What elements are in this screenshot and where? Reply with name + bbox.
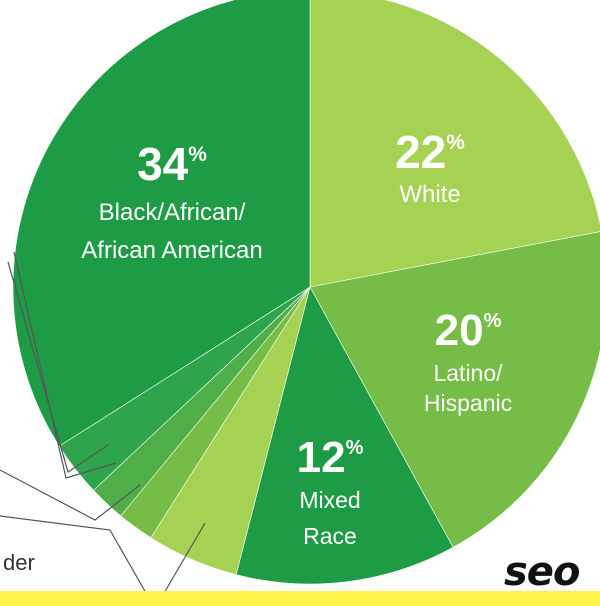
pie-slices — [12, 0, 600, 585]
highlight-bar — [0, 591, 600, 606]
slice-label-latino-line-1: Latino/ — [433, 360, 503, 386]
slice-percent-black: 34% — [137, 138, 207, 190]
leader-lines — [0, 251, 206, 601]
leader-line-small-1 — [7, 261, 109, 473]
slice-label-black-line-2: African American — [81, 237, 262, 264]
slice-labels: 22% White 20% Latino/Hispanic 12% Mixed Race 34… — [81, 126, 512, 549]
pie-slice-white — [309, 0, 600, 288]
leader-line-side — [0, 515, 151, 601]
slice-percent-latino: 20% — [435, 306, 502, 355]
leader-line-small-2 — [13, 251, 117, 479]
slice-label-black-line-1: Black/African/ — [99, 199, 246, 226]
pie-slice-latino — [309, 231, 600, 548]
pie-slice-mixed — [235, 286, 454, 585]
side-label-fragment: der — [3, 550, 35, 575]
brand-logo-fragment: seo — [504, 552, 580, 592]
leader-line-small-4 — [159, 522, 206, 601]
slice-label-mixed-line-2: Race — [303, 523, 357, 549]
pie-slice-black — [12, 0, 311, 447]
leader-line-small-3 — [0, 469, 141, 521]
slice-percent-mixed: 12% — [297, 433, 364, 482]
slice-percent-white: 22% — [395, 126, 465, 178]
slice-label-mixed-line-1: Mixed — [299, 487, 360, 513]
slice-label-white-line-1: White — [399, 181, 460, 208]
slice-label-latino-line-2: Hispanic — [424, 390, 512, 416]
